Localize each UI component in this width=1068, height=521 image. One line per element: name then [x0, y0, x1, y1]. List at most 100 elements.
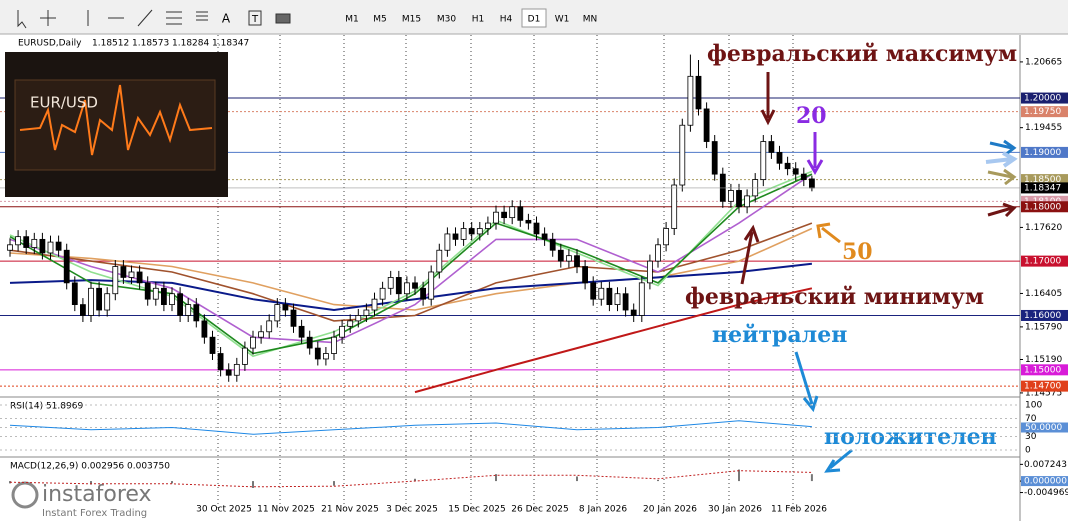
moving-average	[414, 287, 813, 394]
candle-body	[201, 320, 208, 338]
candle-body	[225, 369, 232, 376]
candle-body	[387, 277, 394, 289]
candle-body	[501, 211, 508, 219]
candle-body	[96, 287, 102, 311]
rsi-line	[9, 420, 812, 435]
candle-body	[71, 282, 78, 305]
candle-body	[104, 293, 111, 311]
timeframe-button[interactable]: MN	[583, 15, 598, 25]
macd-bar	[333, 481, 335, 486]
text-tool[interactable]: A	[222, 12, 231, 26]
candle-body	[574, 255, 580, 267]
candle-body	[598, 287, 605, 300]
candle-body	[88, 287, 94, 316]
candle-body	[525, 219, 532, 224]
level-label-bg	[1021, 380, 1068, 392]
rsi-tick-label: 0	[1025, 446, 1031, 456]
timeframe-button[interactable]: M5	[373, 15, 387, 25]
fibo-icon	[166, 11, 182, 25]
thumbnail-wave	[19, 84, 213, 156]
candle-body	[630, 309, 637, 316]
candle-body	[331, 336, 337, 354]
macd-bar	[171, 481, 173, 484]
candle-body	[15, 236, 22, 246]
rsi-tick-label: 30	[1025, 432, 1037, 442]
macd-signal	[9, 470, 812, 488]
candle-body	[144, 282, 151, 300]
candle-body	[687, 75, 694, 126]
candle-body	[703, 108, 710, 142]
macd-tick-label: 0.007243	[1024, 460, 1067, 470]
arrow	[806, 132, 824, 175]
candle-body	[63, 249, 70, 284]
level-label: 1.16000	[1024, 311, 1061, 321]
level-label: 1.18500	[1024, 175, 1061, 185]
moving-average	[9, 262, 813, 312]
header-value: 1.18347	[212, 39, 249, 49]
candle-body	[493, 211, 499, 224]
candle-body	[736, 190, 742, 208]
annotation: 20	[796, 103, 827, 129]
arrow	[987, 202, 1017, 218]
candle-body	[695, 75, 702, 110]
moving-average	[9, 222, 813, 322]
timeframe-button[interactable]: W1	[555, 15, 570, 25]
level-label: 1.15000	[1024, 365, 1061, 375]
annotation: февральский минимум	[685, 284, 984, 310]
rsi-tick-label: 50.0000	[1025, 423, 1062, 433]
candle-body	[55, 241, 62, 251]
timeframe-button[interactable]: H4	[500, 15, 513, 25]
timeframe-button[interactable]: M15	[402, 15, 421, 25]
macd-bar	[252, 481, 254, 488]
rsi-level-bg	[1021, 422, 1068, 433]
timeframe-button[interactable]: M1	[345, 15, 359, 25]
label-tool[interactable]: T	[251, 14, 259, 25]
macd-tick-label: 0.000000	[1024, 477, 1067, 487]
level-label: 1.17000	[1024, 257, 1061, 267]
current-price-bg	[1021, 182, 1068, 194]
thumbnail-screen	[14, 79, 216, 171]
x-tick-label: 3 Dec 2025	[386, 505, 438, 515]
candle-body	[428, 271, 435, 300]
candle-body	[768, 141, 775, 153]
level-label-bg	[1021, 364, 1068, 376]
x-tick-label: 8 Jan 2026	[579, 505, 627, 515]
label-tool-frame	[248, 10, 262, 26]
arrow	[824, 448, 853, 473]
arrow	[987, 168, 1017, 186]
rsi-label: RSI(14) 51.8969	[10, 402, 83, 412]
cursor-icon	[17, 10, 27, 29]
current-price-label: 1.18347	[1024, 183, 1061, 193]
x-tick-label: 26 Dec 2025	[511, 505, 569, 515]
candle-body	[193, 304, 200, 322]
candle-body	[266, 320, 273, 333]
level-label: 1.19750	[1024, 107, 1061, 117]
candle-body	[460, 228, 467, 240]
candle-body	[395, 277, 402, 295]
timeframe-button[interactable]: H1	[472, 15, 485, 25]
candle-body	[655, 244, 661, 262]
y-tick-label: 1.17620	[1025, 223, 1062, 233]
macd-bar	[576, 476, 578, 482]
timeframe-button[interactable]: M30	[437, 15, 456, 25]
timeframe-button[interactable]: D1	[528, 15, 541, 25]
candle-body	[47, 241, 54, 254]
logo-tagline: Instant Forex Trading	[42, 508, 147, 519]
candle-body	[420, 287, 427, 300]
level-label: 1.14700	[1024, 382, 1061, 392]
header-value: 1.18512	[92, 39, 129, 49]
candle-body	[541, 233, 548, 240]
candle-body	[217, 353, 224, 371]
macd-bar	[495, 474, 497, 482]
candle-body	[258, 331, 265, 338]
candle-body	[647, 260, 653, 284]
candle-body	[160, 287, 167, 305]
macd-label: MACD(12,26,9) 0.002956 0.003750	[10, 462, 170, 472]
candle-body	[800, 173, 807, 180]
candle-body	[209, 336, 216, 354]
macd-bar	[810, 474, 813, 482]
candle-body	[533, 222, 540, 235]
candle-body	[152, 287, 159, 300]
candle-body	[663, 228, 669, 246]
candle-body	[484, 222, 491, 229]
